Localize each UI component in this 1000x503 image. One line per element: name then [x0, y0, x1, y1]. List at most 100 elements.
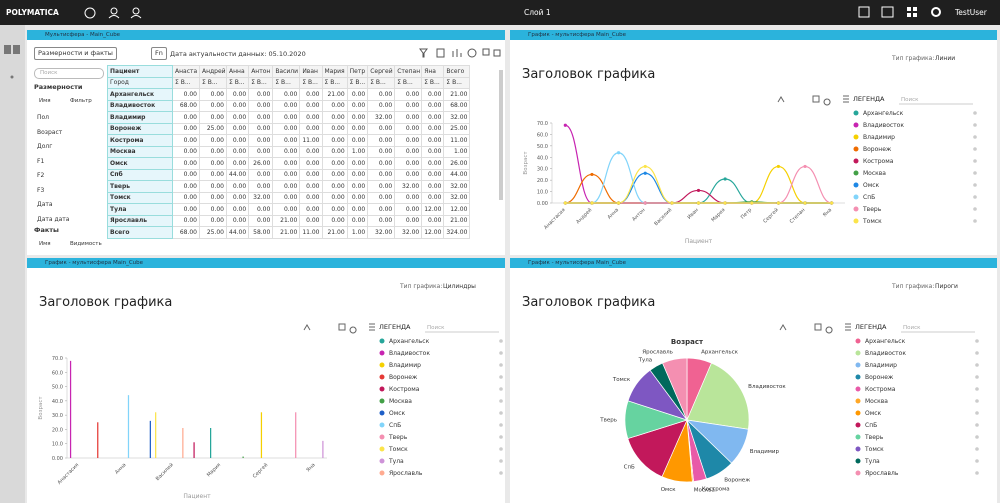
legend-eye[interactable]	[975, 447, 979, 451]
legend-label[interactable]: Томск	[862, 218, 882, 225]
legend-eye[interactable]	[973, 183, 977, 187]
legend-label[interactable]: Томск	[388, 446, 408, 453]
legend-eye[interactable]	[499, 471, 503, 475]
dimension-item[interactable]: Дата	[37, 201, 53, 208]
legend-search[interactable]: Поиск	[901, 97, 919, 103]
legend-label[interactable]: Архангельск	[865, 338, 906, 345]
legend-label[interactable]: Владивосток	[865, 350, 906, 357]
legend-label[interactable]: СпБ	[865, 422, 877, 429]
search-input[interactable]: Поиск	[34, 68, 104, 79]
legend-label[interactable]: Москва	[389, 398, 412, 405]
legend-label[interactable]: СпБ	[389, 422, 401, 429]
legend-eye[interactable]	[975, 399, 979, 403]
legend-eye[interactable]	[973, 207, 977, 211]
row-header[interactable]: Всего	[107, 226, 173, 239]
legend-eye[interactable]	[975, 471, 979, 475]
legend-label[interactable]: Воронеж	[389, 374, 418, 381]
row-header[interactable]: Кострома	[107, 134, 173, 147]
top-icons[interactable]	[84, 6, 144, 20]
legend-label[interactable]: Владивосток	[863, 122, 904, 129]
chart-tool-icons[interactable]	[779, 323, 851, 334]
legend-eye[interactable]	[499, 435, 503, 439]
legend-eye[interactable]	[975, 459, 979, 463]
legend-eye[interactable]	[973, 147, 977, 151]
legend-label[interactable]: Тула	[864, 458, 880, 465]
legend-eye[interactable]	[973, 123, 977, 127]
dimension-item[interactable]: F2	[37, 172, 45, 179]
legend-label[interactable]: Москва	[865, 398, 888, 405]
legend-eye[interactable]	[499, 459, 503, 463]
legend-eye[interactable]	[973, 195, 977, 199]
legend-eye[interactable]	[975, 351, 979, 355]
legend-eye[interactable]	[975, 375, 979, 379]
row-header[interactable]: Воронеж	[107, 122, 173, 135]
legend-label[interactable]: Ярославль	[389, 470, 423, 477]
legend-eye[interactable]	[499, 375, 503, 379]
dims-col[interactable]: Фильтр	[70, 98, 92, 104]
legend-label[interactable]: Томск	[864, 446, 884, 453]
legend-eye[interactable]	[975, 411, 979, 415]
dimension-item[interactable]: F1	[37, 157, 45, 165]
legend-eye[interactable]	[975, 339, 979, 343]
row-header[interactable]: Тверь	[107, 180, 173, 193]
chart-tool-icons[interactable]	[777, 95, 849, 106]
legend-search[interactable]: Поиск	[427, 325, 445, 331]
legend-label[interactable]: Кострома	[865, 386, 896, 393]
legend-label[interactable]: Кострома	[863, 158, 894, 165]
chart-type-name[interactable]: Цилиндры	[443, 283, 476, 290]
legend-label[interactable]: Тула	[388, 458, 404, 465]
fn-button[interactable]: Fn	[151, 47, 167, 60]
legend-eye[interactable]	[975, 423, 979, 427]
dimension-item[interactable]: Долг	[37, 143, 53, 150]
legend-label[interactable]: Воронеж	[865, 374, 894, 381]
legend-eye[interactable]	[973, 219, 977, 223]
row-header[interactable]: Москва	[107, 145, 173, 158]
toolbar-icons[interactable]	[417, 46, 502, 60]
dimension-item[interactable]: Дата дата	[37, 215, 70, 223]
legend-eye[interactable]	[499, 351, 503, 355]
legend-label[interactable]: Владимир	[865, 362, 897, 369]
legend-eye[interactable]	[973, 171, 977, 175]
legend-label[interactable]: Кострома	[389, 386, 420, 393]
legend-eye[interactable]	[499, 387, 503, 391]
row-header[interactable]: Тула	[107, 203, 173, 216]
chart-tool-icons[interactable]	[303, 323, 375, 334]
row-header[interactable]: Омск	[107, 157, 173, 170]
legend-eye[interactable]	[975, 387, 979, 391]
layer-name[interactable]: Слой 1	[524, 8, 551, 17]
legend-label[interactable]: Тверь	[388, 434, 408, 441]
legend-label[interactable]: Владимир	[389, 362, 421, 369]
legend-label[interactable]: Москва	[863, 170, 886, 177]
legend-label[interactable]: Владимир	[863, 134, 895, 141]
legend-label[interactable]: Тверь	[864, 434, 884, 441]
legend-eye[interactable]	[499, 339, 503, 343]
row-header[interactable]: Архангельск	[107, 88, 173, 101]
row-header[interactable]: Спб	[107, 168, 173, 181]
legend-search[interactable]: Поиск	[903, 325, 921, 331]
row-header[interactable]: Томск	[107, 191, 173, 204]
legend-label[interactable]: Ярославль	[865, 470, 899, 477]
legend-label[interactable]: Тверь	[862, 206, 882, 213]
dims-button[interactable]: Размерности и факты	[34, 47, 117, 60]
row-header[interactable]: Ярославль	[107, 214, 173, 227]
user-name[interactable]: TestUser	[955, 8, 987, 17]
chart-type-name[interactable]: Линии	[935, 55, 955, 62]
legend-eye[interactable]	[973, 159, 977, 163]
dimension-item[interactable]: F3	[37, 186, 45, 194]
dimension-item[interactable]: Возраст	[37, 128, 63, 136]
legend-eye[interactable]	[499, 399, 503, 403]
legend-eye[interactable]	[975, 435, 979, 439]
row-header[interactable]: Владимир	[107, 111, 173, 124]
legend-eye[interactable]	[973, 135, 977, 139]
legend-label[interactable]: Архангельск	[389, 338, 430, 345]
legend-label[interactable]: Архангельск	[863, 110, 904, 117]
side-icons[interactable]	[0, 25, 25, 85]
chart-type-name[interactable]: Пироги	[935, 283, 958, 290]
legend-eye[interactable]	[499, 411, 503, 415]
dimension-item[interactable]: Пол	[37, 114, 50, 121]
legend-label[interactable]: Владивосток	[389, 350, 430, 357]
legend-label[interactable]: СпБ	[863, 194, 875, 201]
legend-eye[interactable]	[499, 423, 503, 427]
legend-eye[interactable]	[973, 111, 977, 115]
legend-label[interactable]: Омск	[865, 410, 882, 417]
